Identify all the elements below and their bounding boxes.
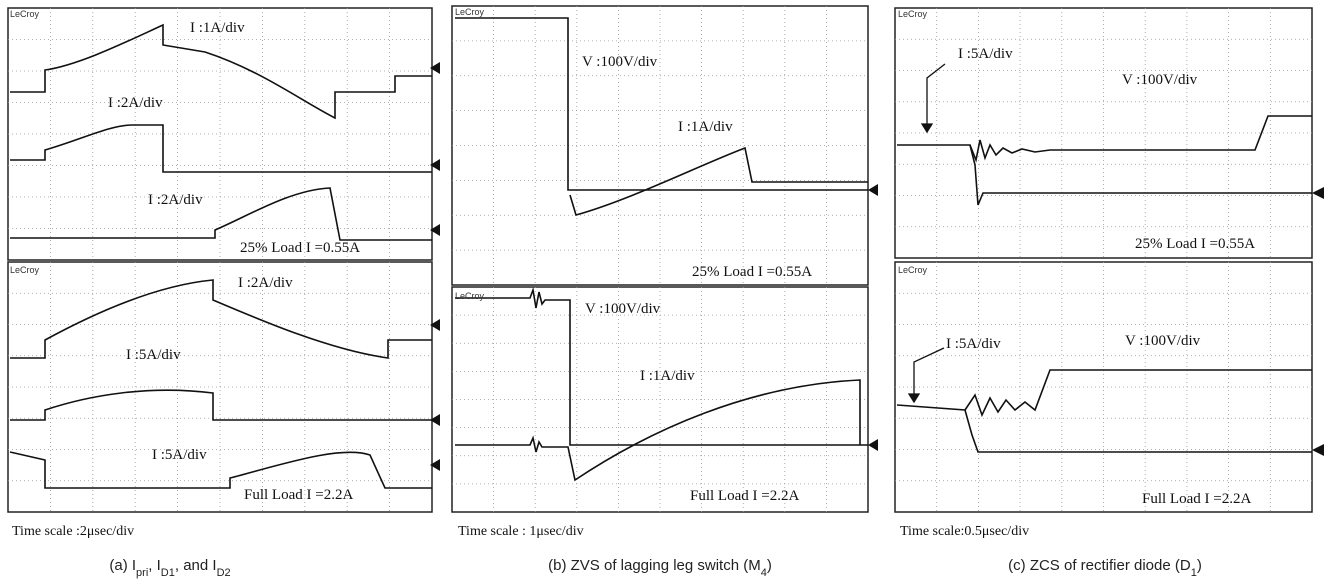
trace-label: I :1A/div xyxy=(190,20,245,36)
load-label: 25% Load I =0.55A xyxy=(240,240,360,256)
load-label: Full Load I =2.2A xyxy=(1142,491,1251,507)
scope-brand: LeCroy xyxy=(455,291,485,301)
ground-marker xyxy=(868,184,878,196)
trace-label: I :5A/div xyxy=(946,336,1001,352)
trace-label: I :5A/div xyxy=(126,347,181,363)
load-label: Full Load I =2.2A xyxy=(244,487,353,503)
trace-label: V :100V/div xyxy=(582,54,658,70)
trace-label: I :2A/div xyxy=(238,275,293,291)
caption-part: D1 xyxy=(161,567,175,579)
load-label: 25% Load I =0.55A xyxy=(692,264,812,280)
caption-part: ) xyxy=(767,557,772,574)
trace-label: I :2A/div xyxy=(148,192,203,208)
caption-part: (c) ZCS of rectifier diode (D xyxy=(1008,557,1191,574)
caption-part: D2 xyxy=(217,567,231,579)
caption-part: , I xyxy=(148,557,161,574)
caption-part: ) xyxy=(1197,557,1202,574)
trace-label: I :5A/div xyxy=(152,447,207,463)
scope-brand: LeCroy xyxy=(10,265,40,275)
scope-brand: LeCroy xyxy=(898,9,928,19)
trace-label: V :100V/div xyxy=(1122,72,1198,88)
trace-label: I :1A/div xyxy=(678,119,733,135)
caption-part: , and I xyxy=(175,557,217,574)
load-label: Full Load I =2.2A xyxy=(690,488,799,504)
figure: LeCroy I :1A/div I :2A/div I :2A/div 25%… xyxy=(0,0,1332,583)
trace-label: I :5A/div xyxy=(958,46,1013,62)
trace-label: I :2A/div xyxy=(108,95,163,111)
scope-brand: LeCroy xyxy=(455,7,485,17)
scope-brand: LeCroy xyxy=(10,9,40,19)
time-scale: Time scale :2μsec/div xyxy=(12,524,134,539)
caption-part: pri xyxy=(136,567,148,579)
time-scale: Time scale : 1μsec/div xyxy=(458,524,584,539)
caption: (c) ZCS of rectifier diode (D1) xyxy=(1008,557,1202,579)
ground-marker xyxy=(1312,187,1324,199)
load-label: 25% Load I =0.55A xyxy=(1135,236,1255,252)
caption: (b) ZVS of lagging leg switch (M4) xyxy=(548,557,772,579)
caption: (a) Ipri, ID1, and ID2 xyxy=(109,557,230,579)
scope-brand: LeCroy xyxy=(898,265,928,275)
trace-label: I :1A/div xyxy=(640,368,695,384)
ground-marker xyxy=(868,439,878,451)
trace-label: V :100V/div xyxy=(585,301,661,317)
caption-part: (a) I xyxy=(109,557,136,574)
ground-marker xyxy=(1312,444,1324,456)
time-scale: Time scale:0.5μsec/div xyxy=(900,524,1029,539)
trace-label: V :100V/div xyxy=(1125,333,1201,349)
caption-part: (b) ZVS of lagging leg switch (M xyxy=(548,557,761,574)
